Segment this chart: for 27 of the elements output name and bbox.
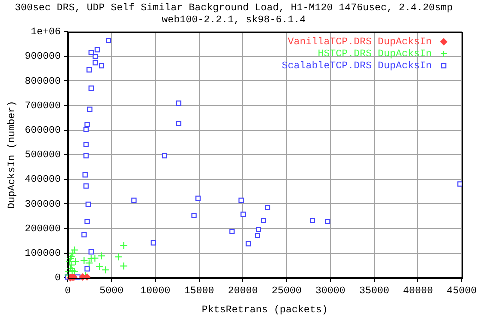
y-tick-label: 600000 [24,126,62,138]
y-tick-label: 300000 [24,200,62,211]
chart-title: 300sec DRS, UDP Self Similar Background Load, H1-M120 1476usec, 2.4.20smp web100-2.2.1, sk98-6.1.4 [14,2,454,27]
y-tick-label: 900000 [24,52,62,64]
y-tick-label: 800000 [24,76,62,88]
x-tick-label: 10000 [140,286,171,298]
y-tick-label: 200000 [24,224,62,236]
x-tick-label: 45000 [446,286,478,298]
x-tick-label: 0 [65,286,72,298]
x-tick-label: 40000 [403,286,434,298]
x-tick-label: 15000 [184,286,214,298]
y-tick-label: 100000 [24,249,62,260]
x-tick-label: 25000 [272,286,302,298]
y-axis-title: DupAcksIn (number) [6,100,19,210]
y-tick-label: 0 [54,274,62,285]
y-tick-label: 700000 [24,101,62,112]
legend-label: HSTCP.DRS DupAcksIn [318,48,432,61]
y-tick-label: 400000 [24,175,62,186]
x-tick-label: 20000 [228,286,258,298]
y-tick-label: 500000 [24,150,62,162]
y-tick-label: 1e+06 [30,28,62,39]
x-tick-label: 30000 [316,286,346,298]
x-tick-label: 5000 [100,286,124,298]
legend-label: ScalableTCP.DRS DupAcksIn [282,60,432,73]
x-axis-title: PktsRetrans (packets) [202,304,328,317]
x-tick-label: 35000 [359,286,390,298]
legend-label: VanillaTCP.DRS DupAcksIn [288,36,432,49]
